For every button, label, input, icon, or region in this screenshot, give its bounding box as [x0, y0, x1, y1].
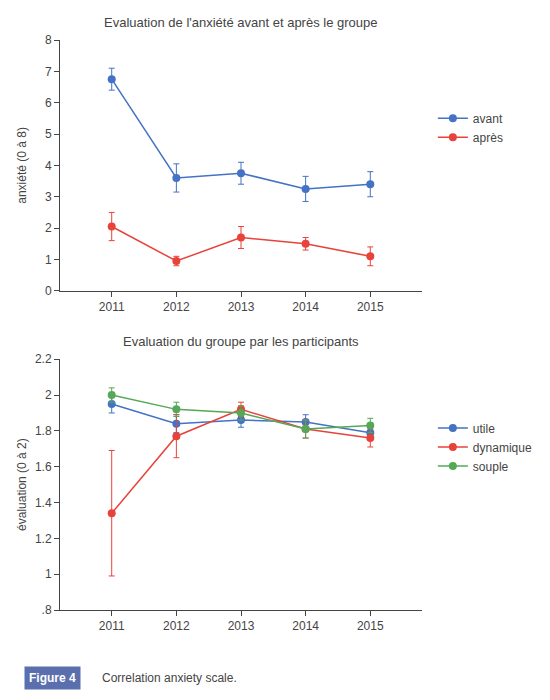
svg-text:1.2: 1.2: [35, 532, 52, 546]
svg-text:anxiété (0 à 8): anxiété (0 à 8): [15, 127, 29, 204]
svg-text:souple: souple: [473, 460, 509, 474]
svg-text:après: après: [473, 131, 503, 145]
svg-text:7: 7: [45, 65, 52, 79]
svg-text:4: 4: [45, 159, 52, 173]
svg-text:2: 2: [45, 388, 52, 402]
svg-text:2015: 2015: [357, 619, 384, 633]
svg-text:Figure 4: Figure 4: [29, 671, 76, 685]
svg-text:2013: 2013: [228, 619, 255, 633]
svg-text:2011: 2011: [99, 619, 125, 633]
svg-text:1.4: 1.4: [35, 496, 52, 510]
svg-text:2011: 2011: [99, 300, 125, 314]
svg-text:Evaluation de l'anxiété avant: Evaluation de l'anxiété avant et après l…: [104, 15, 378, 30]
svg-text:1: 1: [45, 567, 52, 581]
svg-text:1.6: 1.6: [35, 460, 52, 474]
svg-text:2.2: 2.2: [35, 352, 52, 366]
svg-text:6: 6: [45, 96, 52, 110]
svg-text:2015: 2015: [357, 300, 384, 314]
svg-text:2: 2: [45, 221, 52, 235]
svg-text:Evaluation du groupe par les p: Evaluation du groupe par les participant…: [123, 334, 359, 349]
svg-text:2012: 2012: [163, 300, 190, 314]
svg-text:avant: avant: [473, 112, 503, 126]
svg-text:2012: 2012: [163, 619, 190, 633]
svg-text:1: 1: [45, 253, 52, 267]
svg-text:2014: 2014: [292, 300, 319, 314]
svg-text:8: 8: [45, 33, 52, 47]
svg-text:2013: 2013: [228, 300, 255, 314]
svg-text:évaluation (0 à 2): évaluation (0 à 2): [15, 438, 29, 531]
svg-text:3: 3: [45, 190, 52, 204]
svg-text:0: 0: [45, 284, 52, 298]
svg-text:1.8: 1.8: [35, 424, 52, 438]
svg-text:utile: utile: [473, 422, 495, 436]
svg-text:dynamique: dynamique: [473, 441, 532, 455]
svg-text:2014: 2014: [292, 619, 319, 633]
svg-text:Correlation anxiety scale.: Correlation anxiety scale.: [102, 671, 237, 685]
svg-text:.8: .8: [42, 603, 52, 617]
svg-text:5: 5: [45, 127, 52, 141]
